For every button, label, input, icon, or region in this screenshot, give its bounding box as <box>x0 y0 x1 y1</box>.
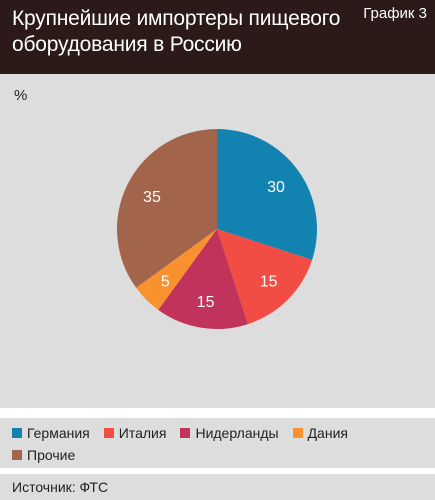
divider <box>0 468 435 469</box>
legend-swatch-other <box>12 450 22 460</box>
pie-value-label-germany: 30 <box>267 179 285 196</box>
pie-slice-italy <box>217 229 313 325</box>
plot-area: % 30 15 15 5 35 <box>0 74 435 408</box>
pie-value-label-denmark: 5 <box>161 274 170 291</box>
legend-label-italy: Италия <box>118 425 167 441</box>
chart-title: Крупнейшие импортеры пищевого оборудован… <box>12 7 341 56</box>
legend-label-denmark: Дания <box>307 425 348 441</box>
graph-number-label: График 3 <box>363 5 427 22</box>
pie-slice-other <box>116 129 217 288</box>
pie-value-label-italy: 15 <box>260 274 278 291</box>
legend-swatch-italy <box>103 428 114 438</box>
pie-value-label-other: 35 <box>143 189 161 206</box>
pie-slice-germany <box>217 129 317 260</box>
legend-swatch-netherlands <box>180 428 191 438</box>
pie-value-label-netherlands: 15 <box>197 294 215 311</box>
legend-item-denmark: Дания <box>292 425 348 441</box>
legend-label-germany: Германия <box>27 425 90 441</box>
legend: Германия Италия Нидерланды Дания Прочие <box>0 418 435 468</box>
legend-item-germany: Германия <box>12 425 90 441</box>
legend-row-1: Германия Италия Нидерланды Дания <box>12 425 362 441</box>
unit-label: % <box>14 87 28 104</box>
legend-swatch-germany <box>12 428 22 438</box>
chart-header: Крупнейшие импортеры пищевого оборудован… <box>0 0 435 74</box>
pie-chart: 30 15 15 5 35 <box>116 129 317 329</box>
legend-swatch-denmark <box>292 428 303 438</box>
source-note: Источник: ФТС <box>12 479 109 495</box>
legend-row-2: Прочие <box>12 447 89 463</box>
source-area: Источник: ФТС <box>0 474 435 500</box>
pie-slice-netherlands <box>158 229 248 329</box>
pie-slice-denmark <box>136 229 217 310</box>
legend-item-netherlands: Нидерланды <box>180 425 279 441</box>
legend-item-other: Прочие <box>12 447 75 463</box>
legend-label-netherlands: Нидерланды <box>195 425 279 441</box>
legend-label-other: Прочие <box>27 447 76 463</box>
divider <box>0 408 435 409</box>
legend-item-italy: Италия <box>103 425 167 441</box>
